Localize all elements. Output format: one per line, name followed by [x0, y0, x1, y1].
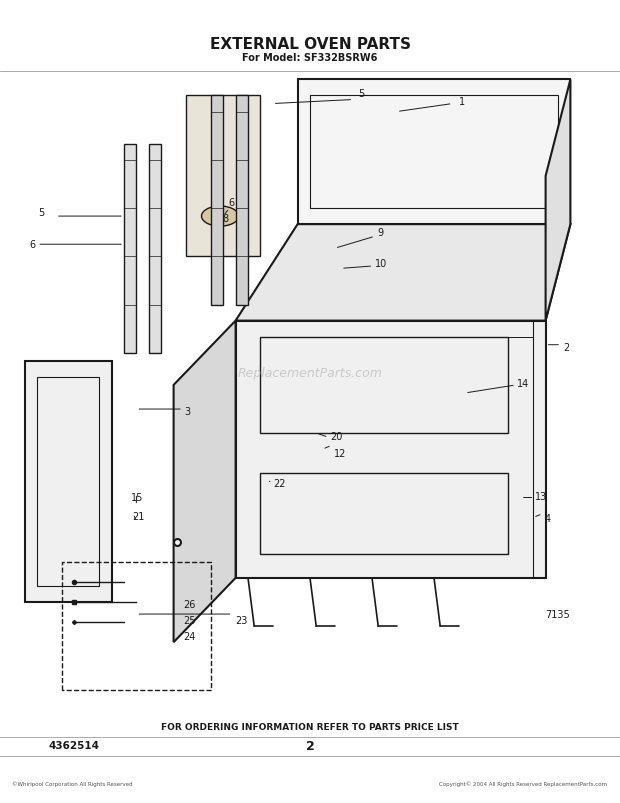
Text: 2: 2 [563, 343, 569, 353]
Text: Copyright© 2004 All Rights Reserved ReplacementParts.com: Copyright© 2004 All Rights Reserved Repl… [440, 780, 608, 786]
Text: 5: 5 [38, 208, 45, 218]
Text: 23: 23 [236, 615, 248, 625]
Polygon shape [211, 96, 223, 305]
Polygon shape [149, 145, 161, 353]
Polygon shape [186, 96, 260, 257]
Text: 4362514: 4362514 [49, 740, 100, 750]
Text: ©Whirlpool Corporation All Rights Reserved: ©Whirlpool Corporation All Rights Reserv… [12, 780, 133, 786]
Text: 12: 12 [334, 449, 346, 459]
Text: For Model: SF332BSRW6: For Model: SF332BSRW6 [242, 53, 378, 63]
Polygon shape [546, 80, 570, 321]
Text: 9: 9 [377, 228, 383, 238]
Text: 25: 25 [184, 615, 196, 625]
Bar [260, 474, 508, 554]
Text: 10: 10 [374, 259, 387, 268]
Text: FOR ORDERING INFORMATION REFER TO PARTS PRICE LIST: FOR ORDERING INFORMATION REFER TO PARTS … [161, 722, 459, 732]
Text: 22: 22 [273, 479, 285, 488]
Ellipse shape [202, 206, 239, 226]
Text: 1: 1 [459, 97, 465, 107]
Polygon shape [236, 321, 546, 578]
Text: 13: 13 [535, 491, 547, 501]
Text: 20: 20 [330, 431, 342, 441]
Bar [260, 337, 508, 434]
Polygon shape [25, 361, 112, 602]
Polygon shape [236, 225, 570, 321]
Polygon shape [124, 145, 136, 353]
Text: 3: 3 [185, 406, 191, 416]
Text: 14: 14 [516, 379, 529, 389]
Text: ReplacementParts.com: ReplacementParts.com [237, 367, 383, 380]
Text: 26: 26 [184, 599, 196, 609]
Text: 7135: 7135 [546, 609, 570, 619]
Text: 6: 6 [228, 198, 234, 207]
Text: 4: 4 [544, 513, 551, 523]
Text: EXTERNAL OVEN PARTS: EXTERNAL OVEN PARTS [210, 37, 410, 51]
Polygon shape [174, 321, 236, 642]
Text: 5: 5 [358, 89, 365, 99]
Text: 8: 8 [222, 214, 228, 223]
Text: 24: 24 [184, 631, 196, 641]
Polygon shape [236, 96, 248, 305]
Polygon shape [298, 80, 570, 225]
Text: 15: 15 [131, 492, 144, 502]
Text: 2: 2 [306, 739, 314, 752]
Text: 21: 21 [132, 512, 144, 521]
Text: 6: 6 [30, 240, 36, 250]
